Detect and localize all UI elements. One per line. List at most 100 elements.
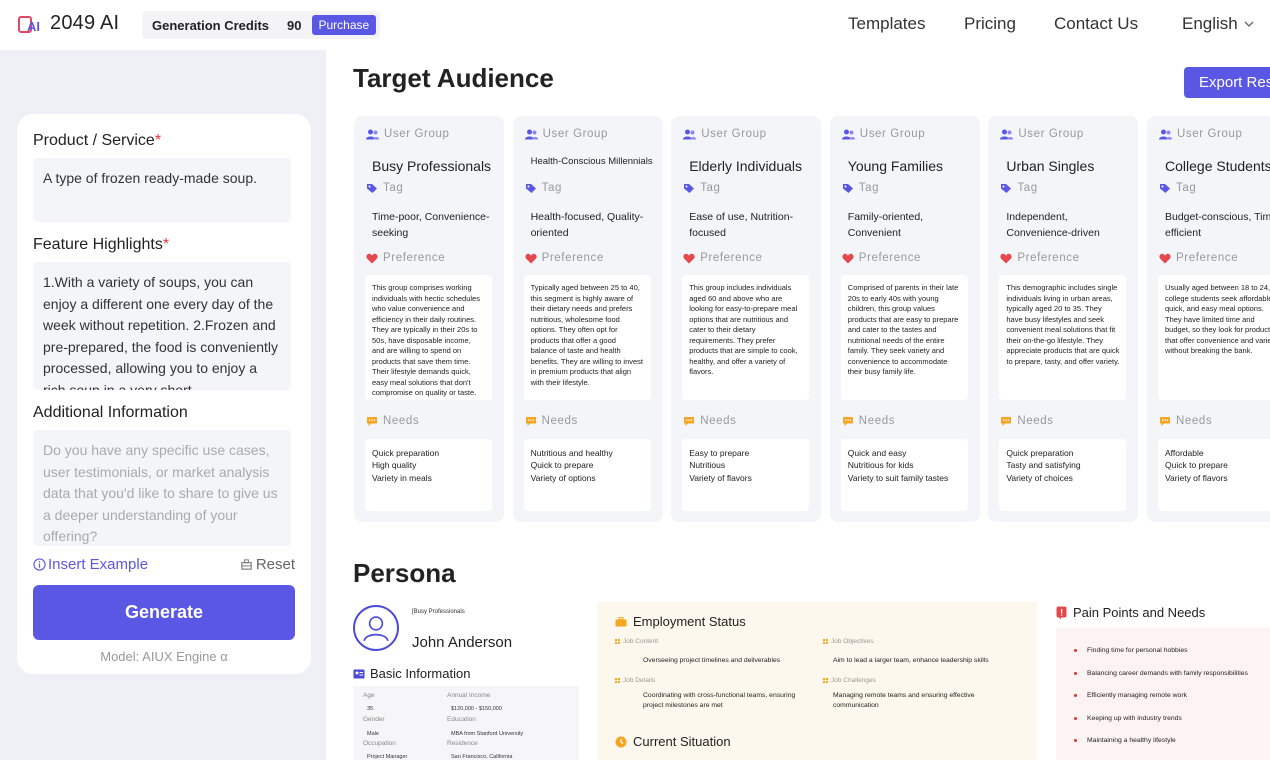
features-label: Feature Highlights* bbox=[33, 236, 170, 253]
persona-tag: [Busy Professionals bbox=[412, 609, 465, 615]
audience-card: User Group Urban Singles Tag Independent, C… bbox=[988, 116, 1139, 522]
grid-icon bbox=[823, 678, 828, 683]
features-input[interactable]: 1.With a variety of soups, you can enjoy… bbox=[33, 262, 291, 390]
age-value: 35 bbox=[367, 706, 374, 712]
job-challenges-value: Managing remote teams and ensuring effec… bbox=[833, 692, 975, 709]
user-group-header: User Group bbox=[1159, 128, 1242, 140]
tag-text: Health-focused, Quality-oriented bbox=[530, 211, 644, 239]
logo[interactable]: AI 2049 AI bbox=[18, 12, 119, 35]
user-group-header: User Group bbox=[1000, 128, 1083, 140]
pain-points-title: Pain Points and Needs bbox=[1073, 605, 1206, 620]
language-select[interactable]: English bbox=[1182, 14, 1254, 34]
insert-example-button[interactable]: Insert Example bbox=[33, 556, 148, 573]
user-group-icon bbox=[366, 129, 379, 139]
pain-point-item: Balancing career demands with family res… bbox=[1074, 670, 1248, 677]
need-item: Variety to suit family tastes bbox=[847, 472, 949, 483]
chat-bubble-icon bbox=[525, 416, 536, 426]
need-item: Quick to prepare bbox=[530, 460, 594, 471]
need-item: Variety in meals bbox=[372, 472, 432, 483]
job-challenges-label: Job Challenges bbox=[823, 677, 876, 684]
education-label: Education bbox=[447, 716, 476, 723]
user-group-header: User Group bbox=[841, 128, 925, 140]
needs-header: Needs bbox=[525, 415, 578, 427]
job-objectives-label: Job Objectives bbox=[823, 638, 874, 645]
chat-bubble-icon bbox=[1160, 416, 1170, 426]
export-results-button[interactable]: Export Results bbox=[1184, 67, 1270, 98]
credits-count: 90 bbox=[287, 17, 302, 33]
current-situation-title: Current Situation bbox=[633, 734, 731, 749]
user-group-header: User Group bbox=[524, 128, 608, 140]
tag-header: Tag bbox=[366, 182, 403, 194]
gender-label: Gender bbox=[363, 716, 385, 723]
preference-header: Preference bbox=[1000, 252, 1079, 264]
job-objectives-value: Aim to lead a larger team, enhance leade… bbox=[833, 657, 989, 664]
language-label: English bbox=[1182, 14, 1238, 33]
user-group-icon bbox=[1000, 129, 1014, 139]
nav-contact-us[interactable]: Contact Us bbox=[1054, 14, 1139, 33]
pain-points-list: Finding time for personal hobbies Balanci… bbox=[1056, 628, 1270, 760]
heart-icon bbox=[1159, 253, 1171, 263]
audience-card: User Group Elderly Individuals Tag Ease of … bbox=[671, 116, 822, 522]
preference-text: Comprised of parents in their late 20s t… bbox=[840, 275, 968, 400]
income-label: Annual Income bbox=[447, 692, 491, 699]
bullet-icon bbox=[1074, 649, 1077, 652]
user-group-name: College Students bbox=[1165, 158, 1270, 174]
tag-text: Budget-conscious, Time-efficient bbox=[1165, 211, 1270, 239]
tag-icon bbox=[684, 183, 695, 193]
needs-header: Needs bbox=[842, 415, 895, 427]
basic-info-title: Basic Information bbox=[370, 666, 471, 681]
current-situation-header: Current Situation bbox=[615, 734, 731, 749]
need-item: Tasty and satisfying bbox=[1006, 460, 1081, 471]
nav-pricing[interactable]: Pricing bbox=[964, 14, 1016, 33]
audience-card: User Group Young Families Tag Family-orient… bbox=[829, 116, 980, 522]
chat-bubble-icon bbox=[842, 416, 853, 426]
preference-text: Usually aged between 18 to 24, college s… bbox=[1158, 275, 1270, 400]
reset-button[interactable]: Reset bbox=[240, 556, 295, 573]
need-item: Quick preparation bbox=[1006, 448, 1074, 458]
reset-label: Reset bbox=[255, 556, 295, 573]
needs-header: Needs bbox=[1159, 415, 1212, 427]
needs-list: Quick preparation Tasty and satisfying Var… bbox=[999, 439, 1127, 511]
need-item: Nutritious for kids bbox=[847, 460, 914, 471]
nav-templates[interactable]: Templates bbox=[848, 14, 926, 33]
model-label: Model: AIUX Engine α bbox=[100, 649, 228, 664]
tag-header: Tag bbox=[1159, 182, 1196, 194]
grid-icon bbox=[615, 639, 620, 644]
bullet-icon bbox=[1074, 716, 1077, 720]
tag-header: Tag bbox=[683, 182, 720, 194]
input-form: Product / Service* A type of frozen read… bbox=[17, 114, 311, 674]
purchase-button[interactable]: Purchase bbox=[311, 15, 377, 35]
product-input[interactable]: A type of frozen ready-made soup. bbox=[33, 158, 291, 222]
tag-text: Time-poor, Convenience-seeking bbox=[372, 211, 490, 239]
credits-label: Generation Credits bbox=[152, 17, 270, 33]
user-group-name: Young Families bbox=[847, 158, 944, 174]
need-item: Variety of options bbox=[530, 472, 596, 483]
alert-icon bbox=[1056, 606, 1067, 619]
tag-header: Tag bbox=[842, 182, 879, 194]
tag-icon bbox=[525, 183, 536, 193]
form-actions: Insert Example Reset bbox=[33, 556, 295, 573]
results-panel[interactable]: Target Audience Export Results User Grou… bbox=[326, 50, 1270, 760]
need-item: Nutritious bbox=[689, 460, 726, 471]
user-group-name: Busy Professionals bbox=[372, 158, 492, 174]
preference-text: This demographic includes single individ… bbox=[999, 275, 1127, 400]
tag-icon bbox=[367, 183, 377, 193]
audience-card: User Group Health-Conscious Millennials Ta… bbox=[512, 116, 663, 522]
needs-header: Needs bbox=[366, 415, 419, 427]
preference-header: Preference bbox=[524, 252, 604, 264]
preference-text: This group comprises working individuals… bbox=[365, 275, 492, 400]
user-group-name: Elderly Individuals bbox=[689, 158, 803, 174]
needs-header: Needs bbox=[683, 415, 736, 427]
needs-list: Quick and easy Nutritious for kids Variety… bbox=[840, 439, 968, 511]
eraser-icon bbox=[241, 559, 252, 570]
svg-text:AI: AI bbox=[27, 19, 40, 34]
additional-input[interactable]: Do you have any specific use cases, user… bbox=[33, 430, 291, 546]
top-bar: AI 2049 AI Generation Credits 90 Purchas… bbox=[0, 0, 1270, 50]
logo-icon: AI bbox=[18, 15, 40, 34]
need-item: Quick to prepare bbox=[1165, 460, 1228, 471]
bullet-icon bbox=[1074, 694, 1077, 697]
needs-list: Affordable Quick to prepare Variety of fla… bbox=[1158, 439, 1270, 511]
income-value: $120,000 - $150,000 bbox=[451, 706, 502, 712]
generate-button[interactable]: Generate bbox=[33, 585, 295, 640]
education-value: MBA from Stanford University bbox=[451, 731, 524, 737]
